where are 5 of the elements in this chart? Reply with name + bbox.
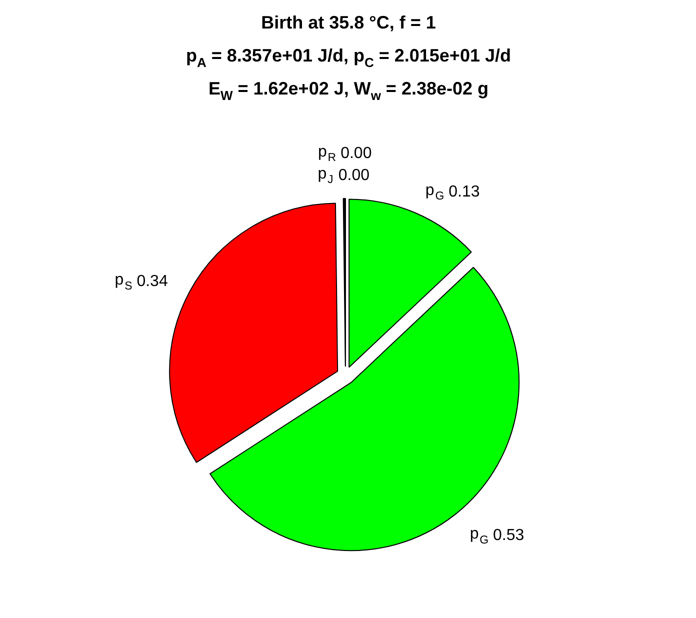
data-label: 0.53 xyxy=(493,527,524,544)
data-label: 0.34 xyxy=(136,273,168,290)
data-label: 0.00 xyxy=(340,144,372,162)
data-label: 0.13 xyxy=(448,183,480,200)
data-label: 0.00 xyxy=(338,166,370,184)
